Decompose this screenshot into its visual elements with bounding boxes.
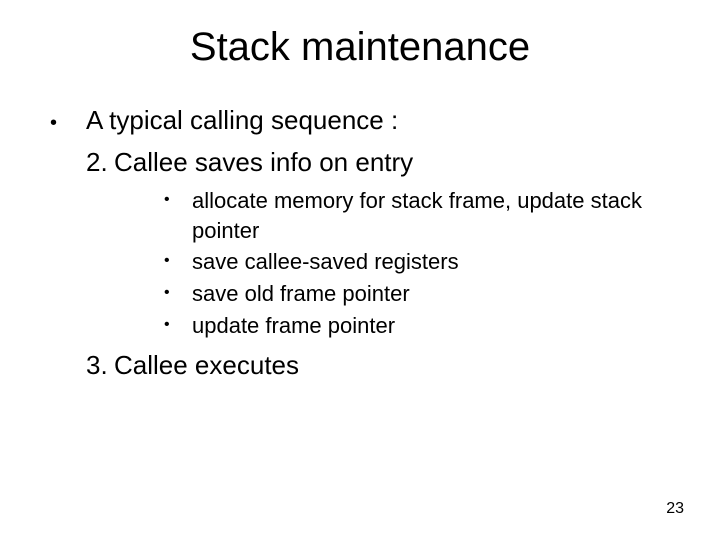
bullet-icon: •	[164, 311, 192, 339]
sub-item: • save old frame pointer	[164, 279, 680, 309]
sub-item: • allocate memory for stack frame, updat…	[164, 186, 680, 245]
step-3-text: Callee executes	[114, 350, 680, 381]
sub-item-text: update frame pointer	[192, 311, 680, 341]
bullet-icon: •	[164, 186, 192, 214]
intro-row: • A typical calling sequence :	[40, 105, 680, 141]
step-3-row: 3. Callee executes	[40, 350, 680, 381]
step-3-number: 3.	[86, 350, 114, 381]
sub-item-text: allocate memory for stack frame, update …	[192, 186, 680, 245]
sub-item: • save callee-saved registers	[164, 247, 680, 277]
step-2-sublist: • allocate memory for stack frame, updat…	[40, 186, 680, 340]
bullet-icon: •	[164, 247, 192, 275]
bullet-icon: •	[40, 105, 86, 141]
sub-item-text: save old frame pointer	[192, 279, 680, 309]
step-2-row: 2. Callee saves info on entry	[40, 147, 680, 178]
step-2-text: Callee saves info on entry	[114, 147, 680, 178]
sub-item: • update frame pointer	[164, 311, 680, 341]
bullet-icon: •	[164, 279, 192, 307]
slide-title: Stack maintenance	[40, 25, 680, 70]
page-number: 23	[666, 500, 684, 518]
sub-item-text: save callee-saved registers	[192, 247, 680, 277]
slide: Stack maintenance • A typical calling se…	[0, 0, 720, 540]
step-2-number: 2.	[86, 147, 114, 178]
intro-text: A typical calling sequence :	[86, 105, 680, 136]
